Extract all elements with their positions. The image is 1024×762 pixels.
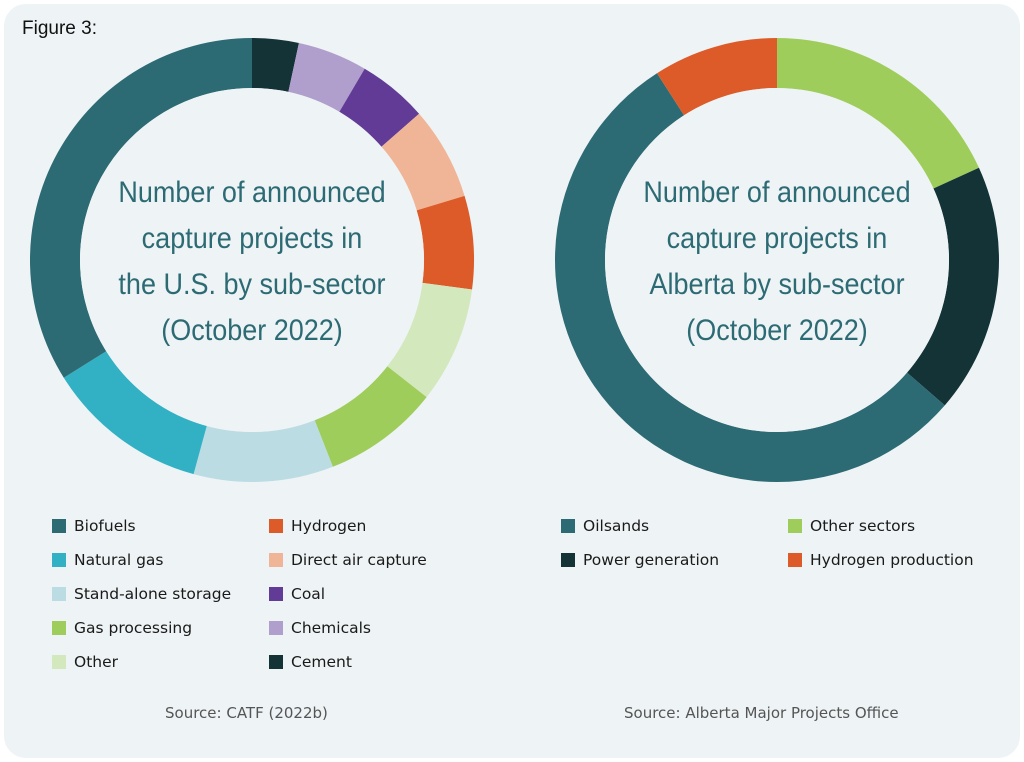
legend-label: Hydrogen production xyxy=(810,551,974,569)
legend-label: Chemicals xyxy=(291,619,371,637)
legend-swatch xyxy=(269,655,283,669)
legend-label: Coal xyxy=(291,585,326,603)
legend-item: Other xyxy=(52,651,269,673)
us-legend: Biofuels Natural gas Stand-alone storage… xyxy=(52,515,469,673)
alberta-slice-other-sectors xyxy=(777,38,979,189)
alberta-donut-chart: Number of announced capture projects in … xyxy=(547,30,1007,490)
alberta-slice-hydrogen-production xyxy=(656,37,777,116)
us-slice-hydrogen xyxy=(416,195,474,290)
us-slice-other xyxy=(387,282,473,398)
legend-label: Hydrogen xyxy=(291,517,367,535)
legend-swatch xyxy=(561,553,575,567)
us-slice-direct-air-capture xyxy=(381,113,465,211)
legend-label: Oilsands xyxy=(583,517,650,535)
alberta-source-note: Source: Alberta Major Projects Office xyxy=(624,704,899,722)
us-slice-gas-processing xyxy=(314,366,427,467)
legend-swatch xyxy=(269,553,283,567)
legend-label: Cement xyxy=(291,653,352,671)
legend-swatch xyxy=(52,587,66,601)
legend-item: Biofuels xyxy=(52,515,269,537)
alberta-donut-hole xyxy=(605,88,949,432)
legend-item: Cement xyxy=(269,651,469,673)
legend-swatch xyxy=(52,553,66,567)
legend-swatch xyxy=(788,519,802,533)
us-slice-coal xyxy=(339,68,420,147)
us-donut-hole xyxy=(80,88,424,432)
figure-label: Figure 3: xyxy=(22,18,97,39)
legend-label: Other xyxy=(74,653,119,671)
alberta-slice-power-generation xyxy=(906,167,999,406)
legend-swatch xyxy=(269,621,283,635)
legend-swatch xyxy=(269,587,283,601)
legend-label: Gas processing xyxy=(74,619,193,637)
legend-swatch xyxy=(52,621,66,635)
legend-item: Gas processing xyxy=(52,617,269,639)
legend-item: Natural gas xyxy=(52,549,269,571)
us-slice-cement xyxy=(252,38,299,92)
us-slice-stand-alone-storage xyxy=(193,420,333,482)
us-source-note: Source: CATF (2022b) xyxy=(165,704,328,722)
alberta-legend: Oilsands Power generation Other sectors … xyxy=(561,515,998,571)
legend-label: Other sectors xyxy=(810,517,916,535)
us-donut-svg xyxy=(29,37,474,482)
legend-item: Hydrogen production xyxy=(788,549,998,571)
us-slice-chemicals xyxy=(288,43,365,112)
legend-item: Direct air capture xyxy=(269,549,469,571)
legend-item: Oilsands xyxy=(561,515,788,537)
legend-label: Power generation xyxy=(583,551,720,569)
legend-label: Biofuels xyxy=(74,517,136,535)
legend-item: Chemicals xyxy=(269,617,469,639)
legend-item: Coal xyxy=(269,583,469,605)
legend-swatch xyxy=(788,553,802,567)
us-slice-natural-gas xyxy=(63,351,207,475)
us-donut-chart: Number of announced capture projects in … xyxy=(22,30,482,490)
legend-label: Natural gas xyxy=(74,551,164,569)
legend-item: Stand-alone storage xyxy=(52,583,269,605)
legend-swatch xyxy=(269,519,283,533)
legend-item: Hydrogen xyxy=(269,515,469,537)
legend-swatch xyxy=(561,519,575,533)
us-slice-biofuels xyxy=(29,37,253,378)
legend-label: Direct air capture xyxy=(291,551,427,569)
legend-swatch xyxy=(52,519,66,533)
alberta-slice-oilsands xyxy=(555,73,945,482)
legend-label: Stand-alone storage xyxy=(74,585,232,603)
legend-item: Power generation xyxy=(561,549,788,571)
alberta-donut-svg xyxy=(555,37,999,482)
legend-swatch xyxy=(52,655,66,669)
legend-item: Other sectors xyxy=(788,515,998,537)
